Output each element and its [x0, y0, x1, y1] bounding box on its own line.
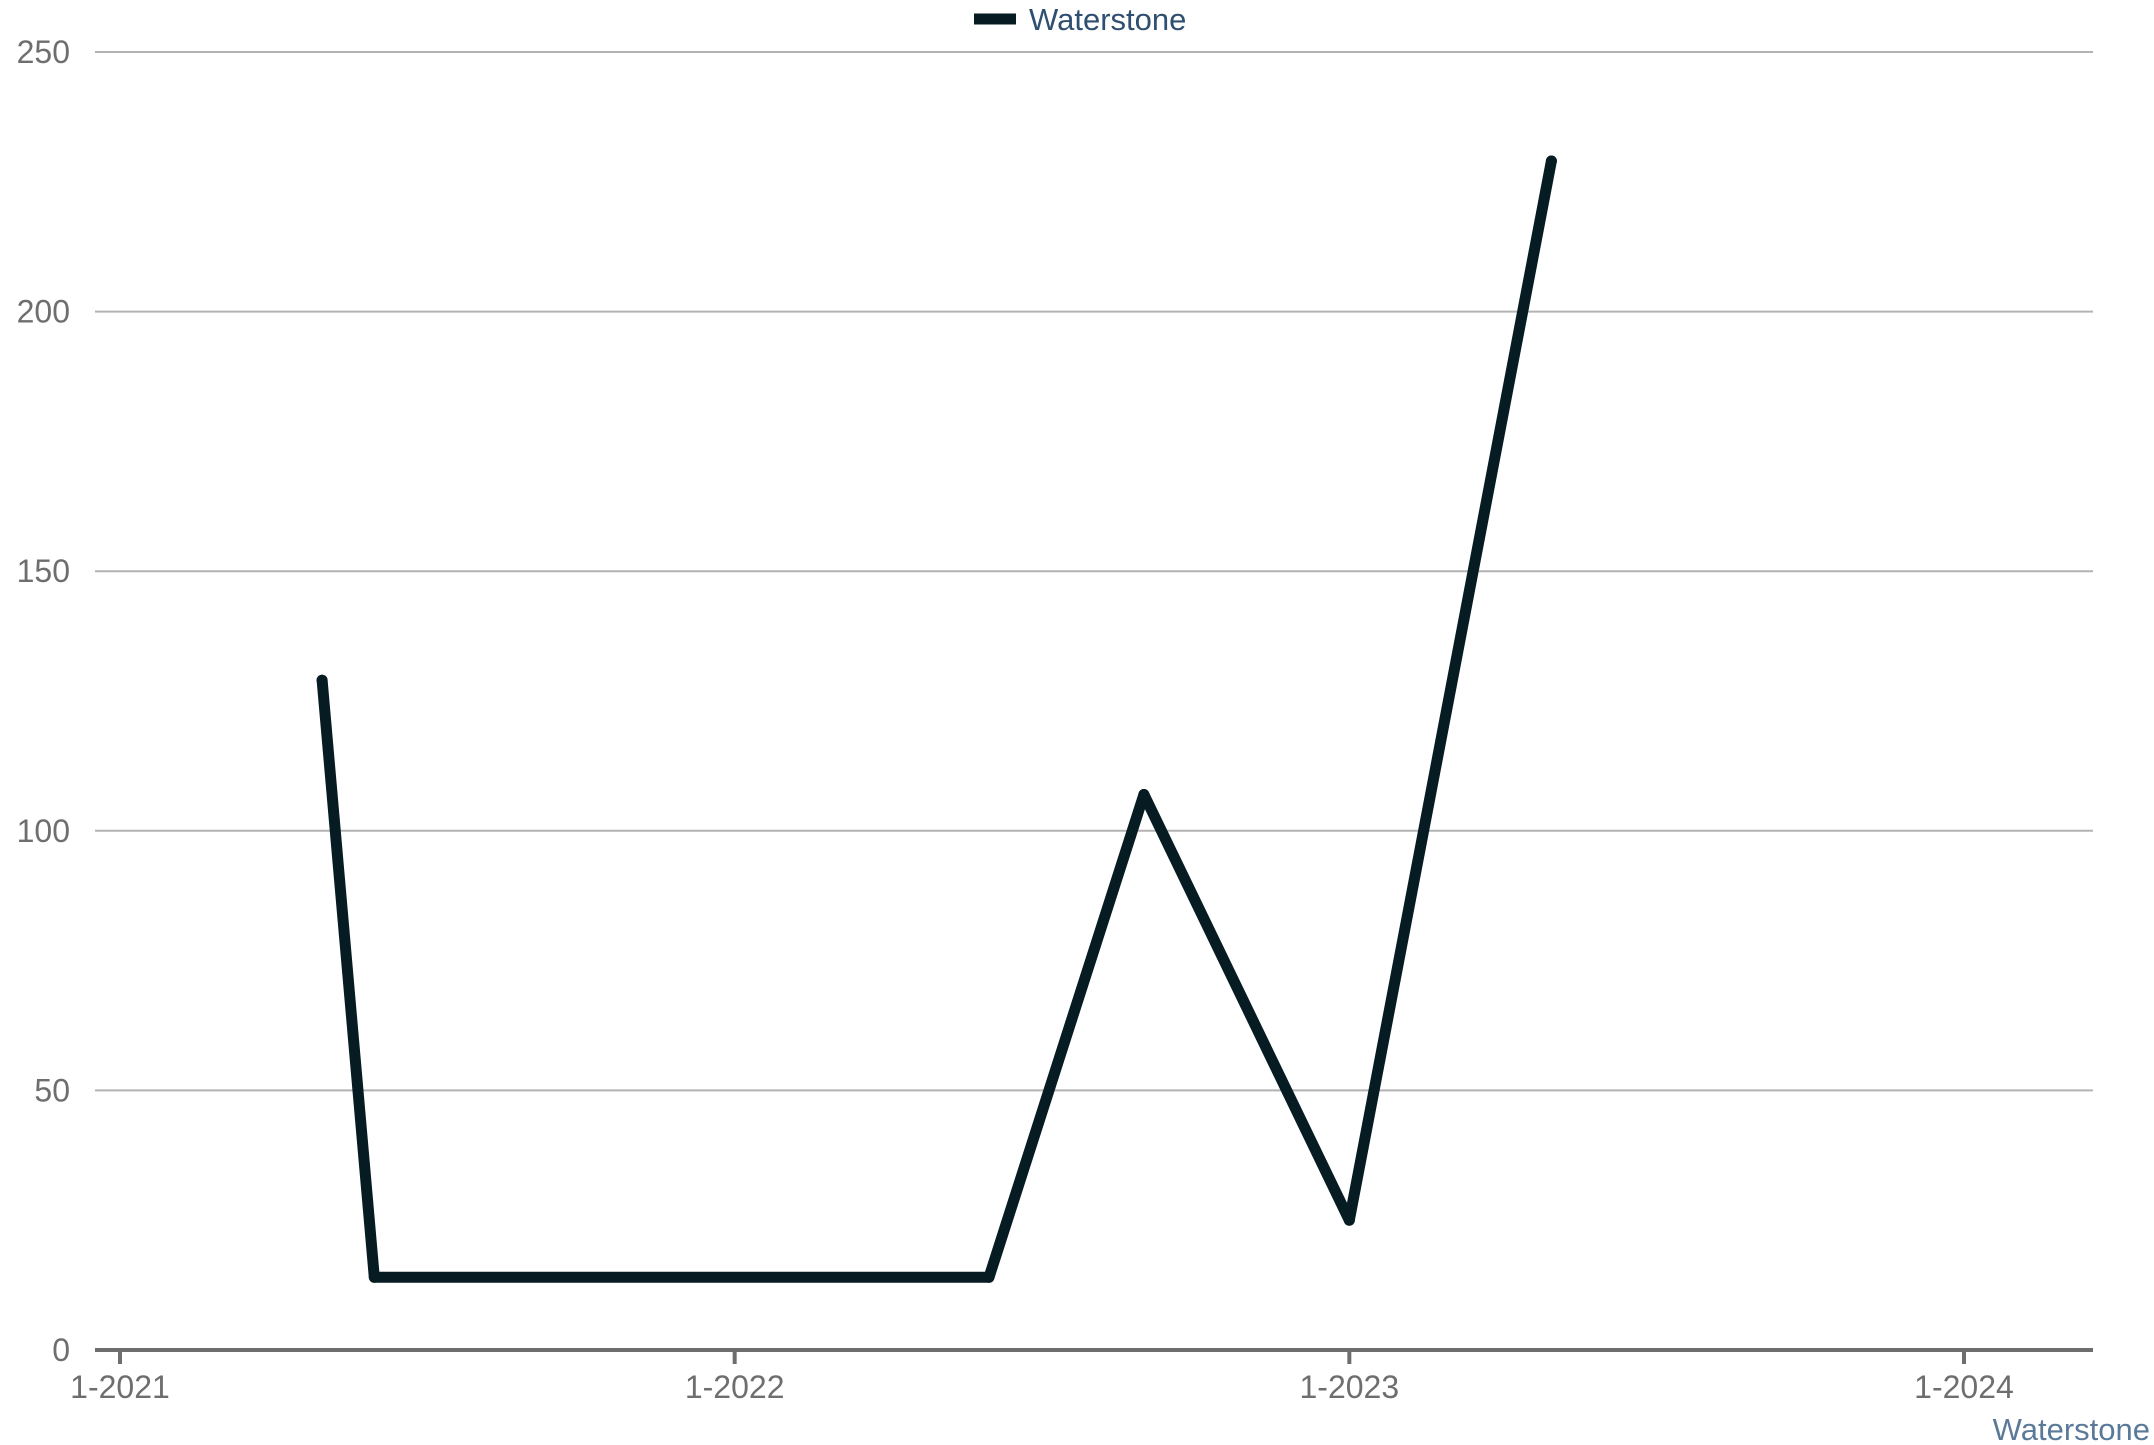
y-tick-label-100: 100: [17, 813, 70, 849]
series-layer: [316, 155, 1557, 1283]
x-tick-label-1-2024: 1-2024: [1914, 1369, 2014, 1405]
y-tick-label-200: 200: [17, 294, 70, 330]
data-point-0-4[interactable]: [1343, 1214, 1355, 1226]
legend-label-waterstone: Waterstone: [1029, 2, 1186, 37]
y-tick-label-50: 50: [34, 1072, 70, 1108]
data-point-0-2[interactable]: [983, 1271, 995, 1283]
y-tick-label-0: 0: [52, 1332, 70, 1368]
x-tick-label-1-2021: 1-2021: [70, 1369, 170, 1405]
x-axis: 1-2021 1-2022 1-2023 1-2024: [70, 1348, 2093, 1405]
legend[interactable]: Waterstone: [974, 2, 1186, 37]
grid-lines: [95, 51, 2093, 1092]
data-point-0-1[interactable]: [368, 1271, 380, 1283]
data-point-0-0[interactable]: [316, 674, 328, 686]
x-tick-label-1-2023: 1-2023: [1300, 1369, 1400, 1405]
y-tick-label-150: 150: [17, 553, 70, 589]
series-line-waterstone[interactable]: [316, 155, 1557, 1283]
y-tick-label-250: 250: [17, 34, 70, 70]
data-point-0-5[interactable]: [1545, 155, 1557, 167]
y-axis: 0 50 100 150 200 250: [17, 34, 70, 1368]
x-tick-label-1-2022: 1-2022: [685, 1369, 785, 1405]
data-point-0-3[interactable]: [1138, 788, 1150, 800]
source-label: Waterstone: [1993, 1412, 2150, 1445]
